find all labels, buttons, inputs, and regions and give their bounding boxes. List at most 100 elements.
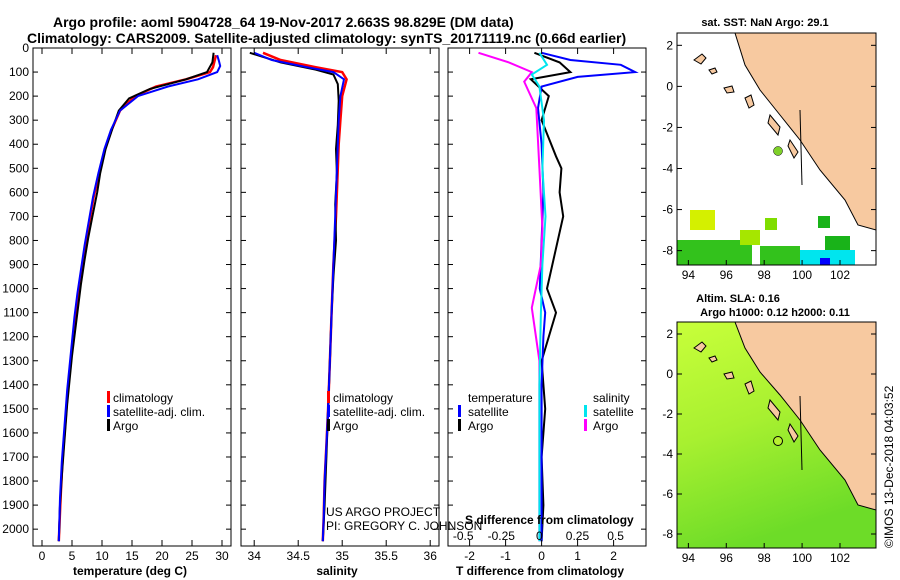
depth-tick-label: 900 (9, 258, 29, 272)
map-y-tick-label: -4 (662, 162, 673, 176)
depth-tick-label: 200 (9, 89, 29, 103)
map-x-tick-label: 94 (682, 551, 696, 565)
sla-map: Altim. SLA: 0.16 Argo h1000: 0.12 h2000:… (662, 293, 877, 565)
x-tick-label: 10 (95, 549, 109, 563)
diff-legend-sargo: Argo (593, 419, 619, 433)
x-tick-label: -2 (464, 549, 475, 563)
depth-tick-label: 1600 (2, 426, 29, 440)
x-tick-label: 30 (215, 549, 229, 563)
map-y-tick-label: 0 (666, 79, 673, 93)
depth-tick-label: 0 (22, 41, 29, 55)
sal-legend-satellite: satellite-adj. clim. (333, 405, 425, 419)
salinity-legend: climatology satellite-adj. clim. Argo (327, 391, 425, 433)
map-x-tick-label: 102 (830, 551, 850, 565)
series-temp-climatology (57, 54, 218, 542)
sst-patch (740, 230, 760, 245)
series-diff-s-satellite (530, 52, 549, 542)
x-tick-label: 0 (538, 549, 545, 563)
salinity-xticks: 34 34.5 35 35.5 36 (241, 47, 439, 563)
diff-legend-targo: Argo (468, 419, 494, 433)
sst-patch (825, 236, 850, 251)
depth-tick-label: 1400 (2, 378, 29, 392)
x-tick-label: 35.5 (375, 549, 399, 563)
sst-map-trench-line (799, 109, 803, 186)
series-diff-t-argo (528, 51, 573, 542)
series-temp-satellite (57, 54, 222, 542)
sla-map-frame (676, 321, 877, 549)
diff-legend-salinity: salinity (593, 391, 630, 405)
x-tick-label: 1 (574, 549, 581, 563)
sla-map-title2: Argo h1000: 0.12 h2000: 0.11 (700, 307, 850, 319)
sla-map-title1: Altim. SLA: 0.16 (696, 293, 780, 305)
difference-lines (478, 51, 639, 542)
s-difference-label: S difference from climatology (465, 513, 634, 527)
sst-patch (818, 216, 830, 228)
title-line2: Climatology: CARS2009. Satellite-adjuste… (27, 30, 626, 46)
map-x-tick-label: 102 (830, 268, 850, 282)
legend-swatch-argo (107, 419, 110, 431)
map-y-tick-label: -2 (662, 120, 673, 134)
s-tick-label: 0.5 (607, 529, 624, 543)
map-x-tick-label: 100 (792, 551, 812, 565)
x-tick-label: 20 (155, 549, 169, 563)
diff-legend-swatch-ssat (584, 405, 587, 417)
sla-map-argo-marker (773, 436, 783, 446)
sst-map-axes: 94 96 98 100 102 2 0 -2 -4 -6 -8 (662, 38, 876, 282)
x-tick-label: 35 (336, 549, 350, 563)
sst-map-sst-patches (677, 210, 855, 265)
map-y-tick-label: 2 (666, 327, 673, 341)
sst-patch (765, 218, 777, 230)
x-tick-label: 34 (248, 549, 262, 563)
depth-tick-label: 1700 (2, 450, 29, 464)
legend-satellite: satellite-adj. clim. (113, 405, 205, 419)
map-y-tick-label: -8 (662, 244, 673, 258)
depth-tick-label: 1800 (2, 474, 29, 488)
x-tick-label: 34.5 (287, 549, 311, 563)
depth-tick-label: 1200 (2, 330, 29, 344)
credit-line1: US ARGO PROJECT (326, 505, 441, 519)
map-x-tick-label: 98 (758, 551, 772, 565)
sst-patch (820, 258, 830, 265)
s-tick-label: -0.5 (453, 529, 474, 543)
sal-legend-argo: Argo (333, 419, 359, 433)
sst-map-title: sat. SST: NaN Argo: 29.1 (701, 17, 828, 29)
title-line1: Argo profile: aoml 5904728_64 19-Nov-201… (53, 14, 514, 30)
legend-argo: Argo (113, 419, 139, 433)
difference-panel: -2 -1 0 1 2 -0.5 -0.25 0 0.25 0.5 S difference f… (447, 47, 647, 578)
s-tick-label: 0.25 (566, 529, 590, 543)
map-y-tick-label: -6 (662, 487, 673, 501)
x-tick-label: 0 (39, 549, 46, 563)
salinity-lines (249, 51, 348, 542)
x-tick-label: 25 (185, 549, 199, 563)
map-x-tick-label: 100 (792, 268, 812, 282)
difference-frame (447, 47, 647, 547)
depth-tick-label: 700 (9, 209, 29, 223)
depth-tick-label: 1100 (3, 306, 29, 320)
diff-legend-swatch-sargo (584, 419, 587, 431)
salinity-frame (240, 47, 440, 547)
s-tick-label: 0 (536, 529, 543, 543)
x-tick-label: -1 (500, 549, 511, 563)
salinity-panel: 34 34.5 35 35.5 36 salinity climatology sate… (240, 47, 482, 578)
diff-legend-ssat: satellite (593, 405, 634, 419)
depth-axis: 0 100 200 300 400 500 600 700 800 900 1000 1100 1200… (2, 41, 29, 536)
sst-map: sat. SST: NaN Argo: 29.1 94 96 98 100 102 2 0 -… (662, 17, 877, 282)
depth-tick-label: 400 (9, 137, 29, 151)
sla-map-trench-line (799, 395, 803, 471)
diff-legend-swatch-tsat (458, 405, 461, 417)
diff-legend-swatch-targo (458, 419, 461, 431)
series-sal-satellite (253, 51, 346, 542)
depth-tick-label: 2000 (2, 522, 29, 536)
sla-map-islands (693, 341, 799, 443)
watermark: ©IMOS 13-Dec-2018 04:03:52 (882, 385, 896, 548)
depth-tick-label: 500 (9, 161, 29, 175)
sst-map-island-2 (744, 94, 799, 159)
depth-tick-label: 1900 (2, 498, 29, 512)
sst-map-argo-marker (773, 146, 783, 156)
temperature-xticks: 0 5 10 15 20 25 30 (33, 47, 231, 563)
map-y-tick-label: -8 (662, 527, 673, 541)
sal-legend-swatch-argo (327, 419, 330, 431)
sst-patch (760, 246, 800, 265)
series-sal-climatology (262, 51, 348, 542)
map-x-tick-label: 96 (720, 268, 734, 282)
